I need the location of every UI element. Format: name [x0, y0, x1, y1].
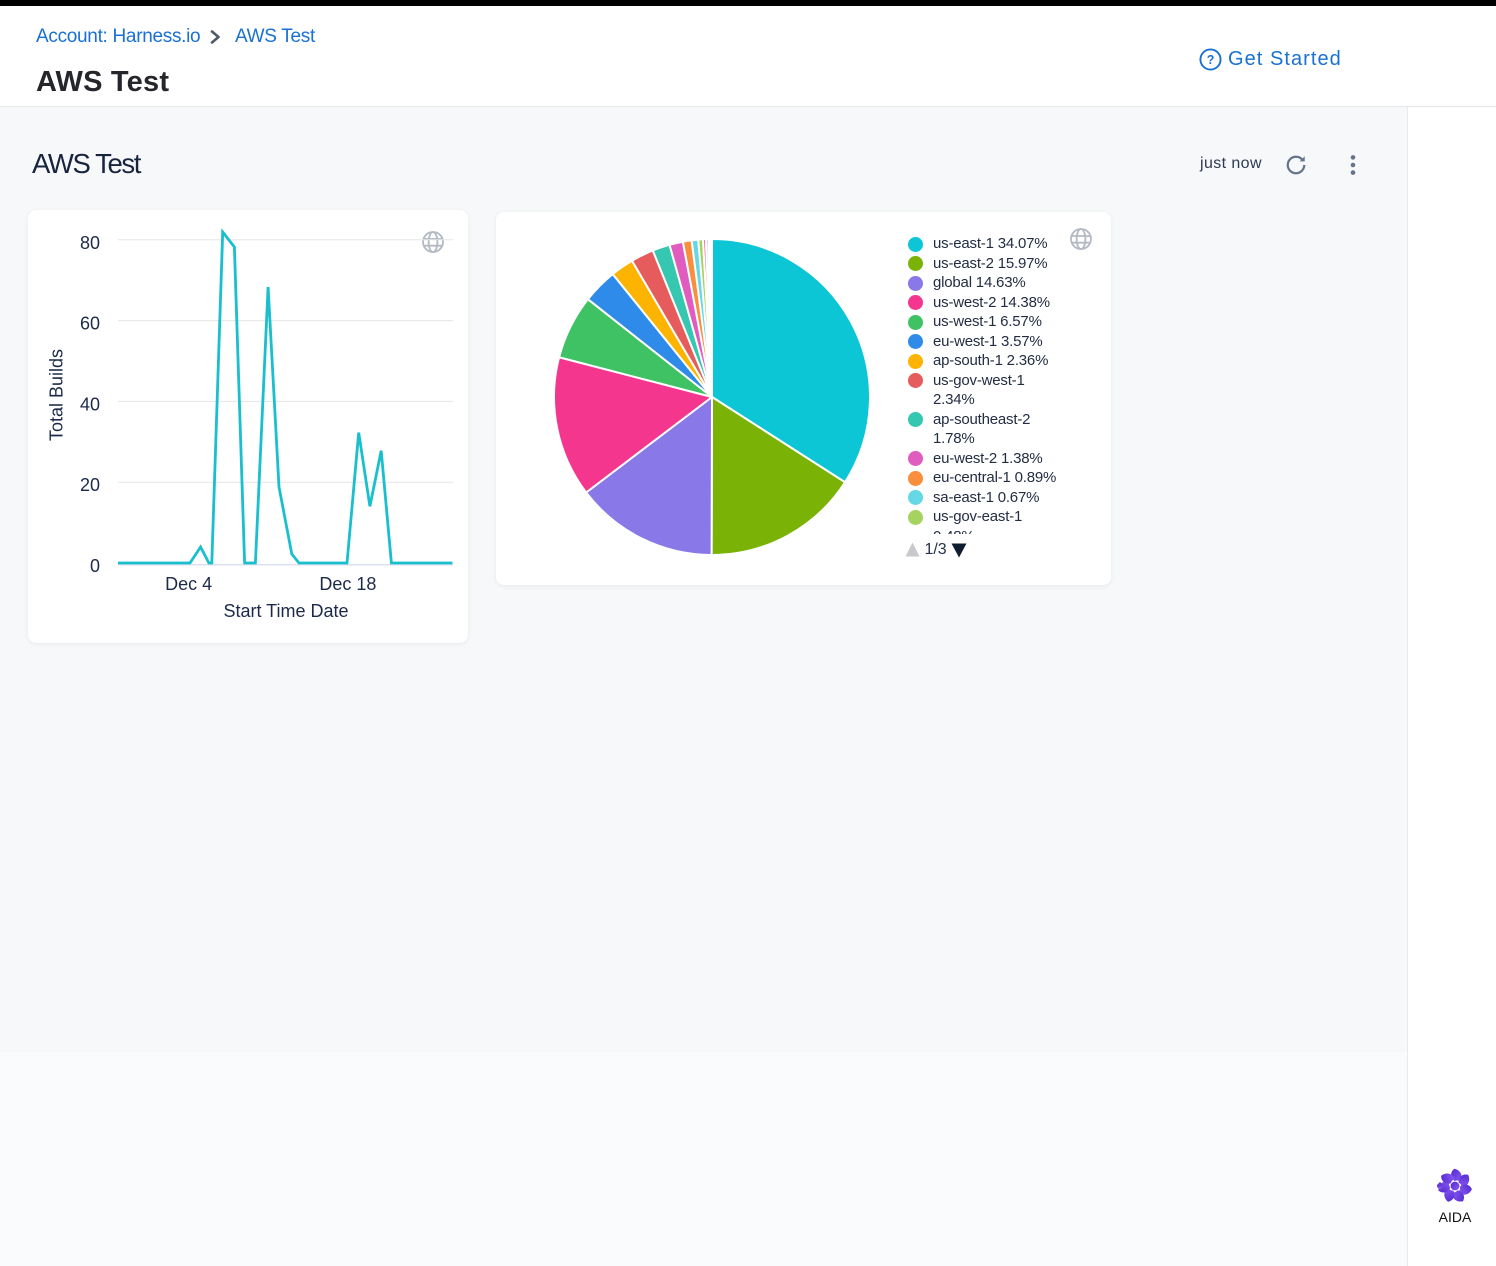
svg-text:20: 20 — [80, 475, 100, 495]
svg-text:Total Builds: Total Builds — [47, 349, 67, 441]
svg-text:80: 80 — [80, 233, 100, 253]
svg-text:60: 60 — [80, 314, 100, 334]
svg-text:Start Time Date: Start Time Date — [223, 601, 348, 621]
svg-text:Dec 4: Dec 4 — [165, 574, 212, 594]
svg-text:0: 0 — [90, 556, 100, 576]
svg-text:40: 40 — [80, 394, 100, 414]
svg-text:?: ? — [1207, 53, 1215, 67]
svg-text:Dec 18: Dec 18 — [319, 574, 376, 594]
